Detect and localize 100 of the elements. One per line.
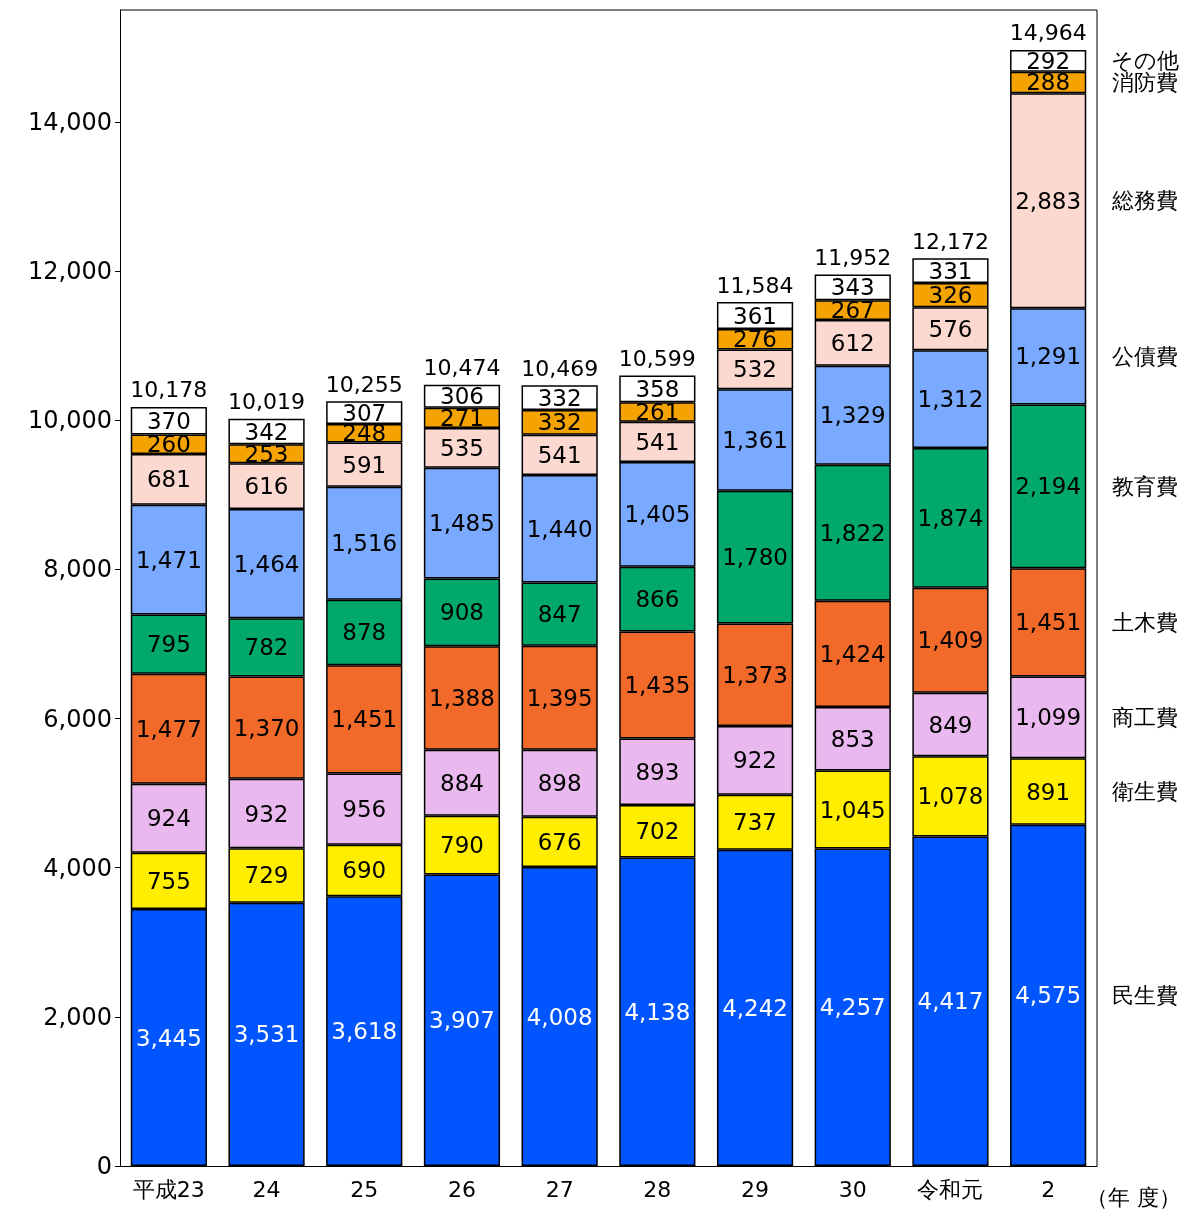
data-label: 849 xyxy=(928,711,973,738)
data-label: 3,618 xyxy=(331,1018,398,1045)
y-tick-label: 10,000 xyxy=(28,406,112,435)
y-tick-label: 14,000 xyxy=(28,107,112,136)
data-label: 1,099 xyxy=(1015,704,1082,731)
data-label: 332 xyxy=(537,409,582,436)
data-label: 1,780 xyxy=(722,544,788,571)
total-label: 11,584 xyxy=(716,272,794,298)
data-label: 1,370 xyxy=(233,714,300,741)
data-label: 1,477 xyxy=(135,715,202,742)
series-label: 民生費 xyxy=(1112,982,1178,1008)
data-label: 795 xyxy=(146,631,191,658)
data-label: 4,257 xyxy=(819,994,886,1021)
data-label: 1,435 xyxy=(624,671,691,698)
total-label: 10,019 xyxy=(228,389,306,415)
y-tick-label: 0 xyxy=(96,1152,112,1180)
data-label: 4,138 xyxy=(624,998,691,1025)
y-tick-label: 2,000 xyxy=(43,1002,112,1031)
data-label: 332 xyxy=(537,384,582,411)
data-label: 956 xyxy=(342,796,387,823)
data-label: 4,008 xyxy=(526,1003,593,1030)
data-label: 541 xyxy=(635,428,680,455)
data-label: 1,409 xyxy=(917,627,984,654)
data-label: 853 xyxy=(830,725,875,752)
data-label: 1,388 xyxy=(429,685,495,712)
data-label: 1,451 xyxy=(331,706,398,733)
data-label: 3,907 xyxy=(429,1007,495,1034)
data-label: 676 xyxy=(537,828,582,855)
data-label: 681 xyxy=(146,466,191,493)
data-label: 1,078 xyxy=(917,783,984,810)
x-tick-label: 25 xyxy=(350,1176,379,1202)
data-label: 1,440 xyxy=(526,515,593,542)
total-label: 10,599 xyxy=(618,346,696,372)
data-label: 866 xyxy=(635,586,680,613)
x-tick-label: 30 xyxy=(838,1176,867,1202)
data-label: 1,329 xyxy=(819,402,886,429)
data-label: 612 xyxy=(830,329,875,356)
total-label: 10,469 xyxy=(521,355,599,381)
data-label: 4,242 xyxy=(722,994,788,1021)
data-label: 690 xyxy=(342,857,387,884)
series-label: 土木費 xyxy=(1112,609,1178,635)
data-label: 326 xyxy=(928,282,973,309)
total-label: 10,255 xyxy=(325,371,403,397)
x-tick-label: 24 xyxy=(252,1176,281,1202)
data-label: 1,312 xyxy=(917,386,984,413)
data-label: 729 xyxy=(244,862,289,889)
total-label: 10,474 xyxy=(423,355,501,381)
x-tick-label: 28 xyxy=(643,1176,672,1202)
data-label: 908 xyxy=(440,599,484,626)
data-label: 4,575 xyxy=(1015,982,1082,1009)
total-label: 11,952 xyxy=(814,245,892,271)
data-label: 893 xyxy=(635,758,680,785)
data-label: 1,874 xyxy=(917,504,984,531)
data-label: 898 xyxy=(537,770,582,797)
x-tick-label: 26 xyxy=(447,1176,476,1202)
x-tick-label: 29 xyxy=(741,1176,770,1202)
data-label: 1,373 xyxy=(722,661,788,688)
data-label: 790 xyxy=(440,832,484,859)
series-label: 総務費 xyxy=(1111,188,1178,214)
series-label: 衛生費 xyxy=(1112,779,1178,805)
data-label: 535 xyxy=(440,434,484,461)
data-label: 1,471 xyxy=(135,546,202,573)
data-label: 924 xyxy=(146,805,191,832)
data-label: 884 xyxy=(440,769,484,796)
x-tick-label: 27 xyxy=(545,1176,574,1202)
series-label: 教育費 xyxy=(1112,473,1178,499)
data-label: 3,445 xyxy=(135,1024,202,1051)
data-label: 541 xyxy=(537,441,582,468)
data-label: 2,194 xyxy=(1015,473,1082,500)
data-label: 1,451 xyxy=(1015,609,1082,636)
data-label: 737 xyxy=(733,809,777,836)
data-label: 1,464 xyxy=(233,550,300,577)
data-label: 307 xyxy=(342,399,387,426)
x-tick-label: 2 xyxy=(1041,1176,1056,1202)
series-label: 商工費 xyxy=(1112,704,1178,730)
series-label: 公債費 xyxy=(1112,343,1178,369)
data-label: 1,424 xyxy=(819,640,886,667)
data-label: 2,883 xyxy=(1015,187,1082,214)
data-label: 3,531 xyxy=(233,1021,300,1048)
data-label: 1,516 xyxy=(331,530,398,557)
data-label: 616 xyxy=(244,473,289,500)
data-label: 922 xyxy=(733,747,777,774)
x-axis-title: （年 度） xyxy=(1086,1184,1182,1210)
y-tick-label: 12,000 xyxy=(28,257,112,286)
x-tick-label: 平成23 xyxy=(132,1176,205,1202)
total-label: 12,172 xyxy=(911,228,989,254)
data-label: 891 xyxy=(1026,778,1071,805)
data-label: 1,405 xyxy=(624,501,691,528)
data-label: 702 xyxy=(635,818,680,845)
data-label: 532 xyxy=(733,356,777,383)
data-label: 1,395 xyxy=(526,684,593,711)
data-label: 370 xyxy=(146,407,191,434)
data-label: 276 xyxy=(733,326,777,353)
data-label: 847 xyxy=(537,601,582,628)
x-tick-label: 令和元 xyxy=(917,1176,984,1202)
data-label: 782 xyxy=(244,634,289,661)
data-label: 1,485 xyxy=(429,510,495,537)
data-label: 932 xyxy=(244,800,289,827)
data-label: 1,822 xyxy=(819,519,886,546)
data-label: 331 xyxy=(928,257,973,284)
